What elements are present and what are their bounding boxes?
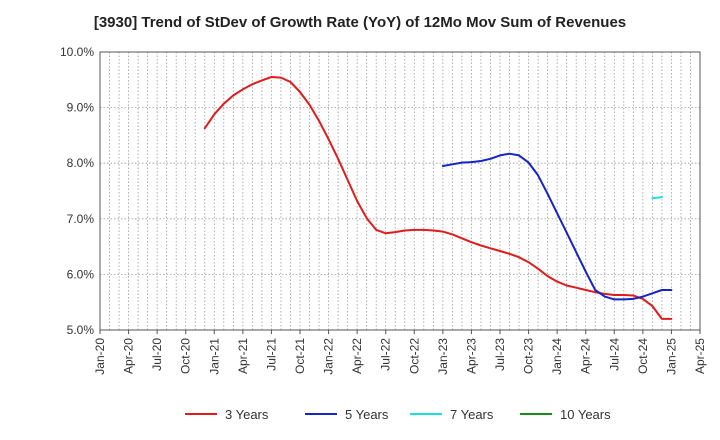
y-tick-label: 6.0% [67, 267, 95, 281]
y-tick-label: 5.0% [67, 323, 95, 337]
x-tick-label: Apr-22 [350, 338, 364, 374]
x-tick-label: Jul-22 [379, 338, 393, 371]
x-tick-label: Oct-24 [636, 338, 650, 374]
series-line-3-years [203, 76, 673, 320]
x-tick-label: Apr-25 [693, 338, 707, 374]
series-line-7-years [651, 196, 663, 200]
chart-title: [3930] Trend of StDev of Growth Rate (Yo… [93, 14, 627, 31]
x-tick-label: Jan-25 [664, 338, 678, 375]
y-tick-label: 10.0% [60, 45, 94, 59]
x-tick-label: Jan-21 [207, 338, 221, 375]
legend-label: 10 Years [560, 407, 611, 422]
x-tick-label: Jan-23 [436, 338, 450, 375]
x-tick-label: Apr-21 [236, 338, 250, 374]
y-tick-label: 9.0% [67, 101, 95, 115]
x-tick-label: Jul-20 [150, 338, 164, 371]
legend-label: 5 Years [345, 407, 389, 422]
x-tick-label: Apr-23 [464, 338, 478, 374]
x-tick-label: Jul-23 [493, 338, 507, 371]
x-tick-label: Jan-24 [550, 338, 564, 375]
x-tick-label: Oct-23 [522, 338, 536, 374]
plot-area [100, 52, 700, 330]
x-tick-label: Apr-20 [122, 338, 136, 374]
x-tick-label: Oct-21 [293, 338, 307, 374]
series-line-5-years [441, 152, 673, 301]
plot-frame [99, 51, 701, 331]
y-tick-label: 7.0% [67, 212, 95, 226]
x-tick-label: Jul-21 [264, 338, 278, 371]
x-tick-label: Jan-20 [93, 338, 107, 375]
legend-label: 3 Years [225, 407, 269, 422]
x-tick-label: Jul-24 [607, 338, 621, 371]
y-tick-label: 8.0% [67, 156, 95, 170]
x-tick-label: Oct-20 [179, 338, 193, 374]
x-tick-label: Apr-24 [579, 338, 593, 374]
x-tick-label: Oct-22 [407, 338, 421, 374]
legend-label: 7 Years [450, 407, 494, 422]
x-tick-label: Jan-22 [322, 338, 336, 375]
